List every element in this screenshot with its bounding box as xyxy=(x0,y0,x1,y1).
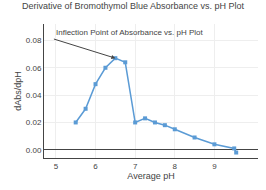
svg-text:0.02: 0.02 xyxy=(26,118,42,127)
svg-text:dAbs/dpH: dAbs/dpH xyxy=(13,71,23,111)
svg-text:6: 6 xyxy=(93,162,98,171)
svg-text:5: 5 xyxy=(54,162,59,171)
svg-text:Inflection Point of Absorbance: Inflection Point of Absorbance vs. pH Pl… xyxy=(56,28,204,37)
svg-text:0.00: 0.00 xyxy=(26,146,42,155)
svg-text:0.08: 0.08 xyxy=(26,36,42,45)
svg-text:0.04: 0.04 xyxy=(26,91,42,100)
svg-text:9: 9 xyxy=(212,162,217,171)
svg-text:Derivative of Bromothymol Blue: Derivative of Bromothymol Blue Absorbanc… xyxy=(22,1,245,11)
svg-text:Average pH: Average pH xyxy=(127,171,174,181)
svg-text:7: 7 xyxy=(133,162,138,171)
svg-text:0.06: 0.06 xyxy=(26,64,42,73)
svg-text:8: 8 xyxy=(173,162,178,171)
